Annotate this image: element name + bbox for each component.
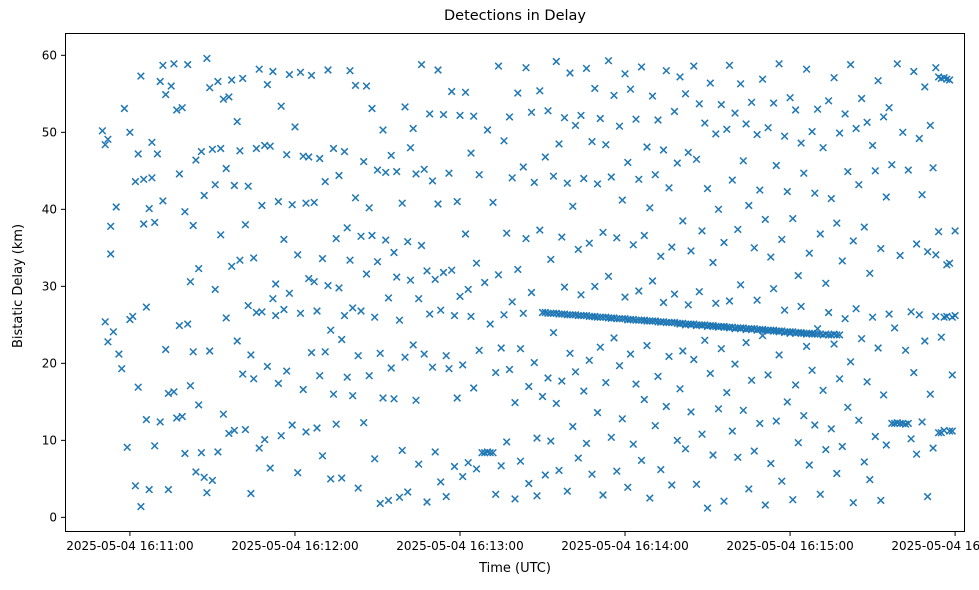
series-scattered-detections <box>98 54 959 512</box>
x-tick-label: 2025-05-04 16:15:00 <box>726 539 853 553</box>
y-tick-label: 0 <box>49 511 57 525</box>
x-tick-label: 2025-05-04 16:12:00 <box>231 539 358 553</box>
x-axis-label: Time (UTC) <box>479 561 551 576</box>
x-tick-label: 2025-05-04 16:13:00 <box>396 539 523 553</box>
x-tick-label: 2025-05-04 16:14:00 <box>561 539 688 553</box>
axes-frame <box>65 33 965 532</box>
x-tick-label: 2025-05-04 16:11:00 <box>66 539 193 553</box>
y-tick-label: 10 <box>42 434 57 448</box>
y-tick-label: 50 <box>42 126 57 140</box>
y-tick-label: 30 <box>42 280 57 294</box>
x-axis-ticks: 2025-05-04 16:11:00 2025-05-04 16:12:00 20… <box>66 532 979 553</box>
y-tick-label: 60 <box>42 49 57 63</box>
plot-title: Detections in Delay <box>443 8 586 24</box>
y-axis-ticks: 0 10 20 30 40 50 60 <box>42 49 65 525</box>
series-target-track <box>538 308 844 339</box>
y-axis-label: Bistatic Delay (km) <box>11 223 26 348</box>
y-tick-label: 20 <box>42 357 57 371</box>
y-tick-label: 40 <box>42 203 57 217</box>
x-tick-label: 2025-05-04 16:16:00 <box>891 539 979 553</box>
